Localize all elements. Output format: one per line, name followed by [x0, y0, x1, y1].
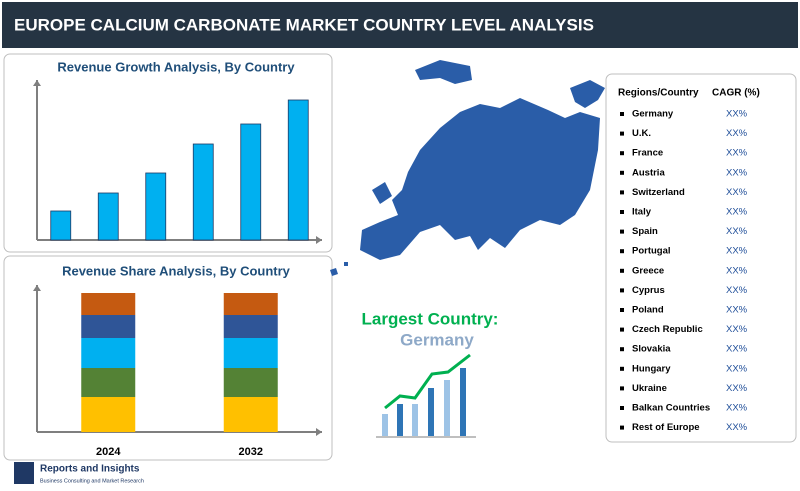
- decorative-chart: [376, 353, 476, 438]
- bar: [240, 123, 262, 241]
- table-header: CAGR (%): [712, 88, 760, 99]
- map-shape: [330, 262, 348, 276]
- logo-tagline: Business Consulting and Market Research: [40, 478, 144, 484]
- country-name: Rest of Europe: [632, 422, 700, 433]
- cagr-value: XX%: [726, 187, 748, 198]
- map-shape: [415, 60, 472, 84]
- cagr-value: XX%: [726, 265, 748, 276]
- country-name: Greece: [632, 265, 664, 276]
- bar-segment: [223, 315, 278, 338]
- bullet: [620, 347, 624, 352]
- cagr-value: XX%: [726, 207, 748, 218]
- bar-segment: [81, 315, 136, 338]
- cagr-value: XX%: [726, 383, 748, 394]
- largest-country: Germany: [400, 330, 474, 349]
- arrow: [316, 428, 322, 436]
- bar-segment: [223, 293, 278, 315]
- logo-name: Reports and Insights: [40, 464, 140, 475]
- bullet: [620, 249, 624, 254]
- bar-segment: [81, 397, 136, 432]
- bullet: [620, 210, 624, 214]
- panel: [3, 255, 333, 461]
- bullet: [620, 131, 624, 136]
- largest-label: Largest Country:: [362, 309, 499, 328]
- bullet: [620, 170, 624, 175]
- country-name: U.K.: [632, 128, 651, 139]
- bar-segment: [81, 368, 136, 397]
- map-shape: [570, 80, 605, 108]
- bullet: [620, 406, 624, 410]
- bar-segment: [223, 397, 278, 432]
- arrow: [33, 285, 41, 291]
- bullet: [620, 112, 624, 116]
- country-name: Poland: [632, 305, 664, 316]
- map-shape: [372, 182, 392, 204]
- cagr-value: XX%: [726, 226, 748, 237]
- panel: [605, 73, 797, 443]
- country-name: Cyprus: [632, 285, 665, 296]
- country-name: Germany: [632, 109, 674, 120]
- country-name: Slovakia: [632, 344, 671, 355]
- chart-title: Revenue Growth Analysis, By Country: [57, 59, 295, 74]
- bullet: [620, 229, 624, 234]
- bullet: [620, 151, 624, 156]
- bullet: [620, 425, 624, 430]
- cagr-value: XX%: [726, 128, 748, 139]
- map-shape: [360, 98, 600, 260]
- bullet: [620, 366, 624, 371]
- cagr-value: XX%: [726, 109, 748, 120]
- bar: [97, 192, 119, 241]
- bar: [145, 172, 167, 241]
- header-bar: [2, 2, 798, 48]
- country-name: Spain: [632, 226, 658, 237]
- bullet: [620, 327, 624, 332]
- bullet: [620, 386, 624, 391]
- bar-segment: [223, 338, 278, 368]
- cagr-value: XX%: [726, 344, 748, 355]
- arrow: [33, 80, 41, 86]
- x-tick-label: 2032: [239, 446, 263, 458]
- bar: [192, 143, 214, 241]
- country-name: Austria: [632, 167, 665, 178]
- bar-segment: [81, 338, 136, 368]
- country-name: France: [632, 148, 663, 159]
- country-name: Italy: [632, 207, 652, 218]
- page-title: EUROPE CALCIUM CARBONATE MARKET COUNTRY …: [14, 15, 594, 34]
- country-name: Switzerland: [632, 187, 685, 198]
- bar-segment: [81, 293, 136, 315]
- bar: [50, 210, 72, 241]
- country-name: Portugal: [632, 246, 671, 257]
- panel: [3, 53, 333, 253]
- logo-icon: [14, 462, 34, 484]
- country-name: Czech Republic: [632, 324, 703, 335]
- cagr-value: XX%: [726, 167, 748, 178]
- bullet: [620, 288, 624, 293]
- country-name: Ukraine: [632, 383, 667, 394]
- arrow: [316, 236, 322, 244]
- cagr-value: XX%: [726, 305, 748, 316]
- bullet: [620, 190, 624, 195]
- country-name: Balkan Countries: [632, 403, 710, 414]
- cagr-value: XX%: [726, 246, 748, 257]
- bar-segment: [223, 368, 278, 397]
- table-header: Regions/Country: [618, 88, 699, 99]
- cagr-value: XX%: [726, 324, 748, 335]
- bullet: [620, 308, 624, 312]
- bullet: [620, 268, 624, 273]
- bar: [287, 99, 309, 241]
- chart-title: Revenue Share Analysis, By Country: [62, 263, 291, 278]
- cagr-value: XX%: [726, 422, 748, 433]
- cagr-value: XX%: [726, 285, 748, 296]
- cagr-value: XX%: [726, 363, 748, 374]
- cagr-value: XX%: [726, 148, 748, 159]
- country-name: Hungary: [632, 363, 671, 374]
- cagr-value: XX%: [726, 403, 748, 414]
- x-tick-label: 2024: [96, 446, 121, 458]
